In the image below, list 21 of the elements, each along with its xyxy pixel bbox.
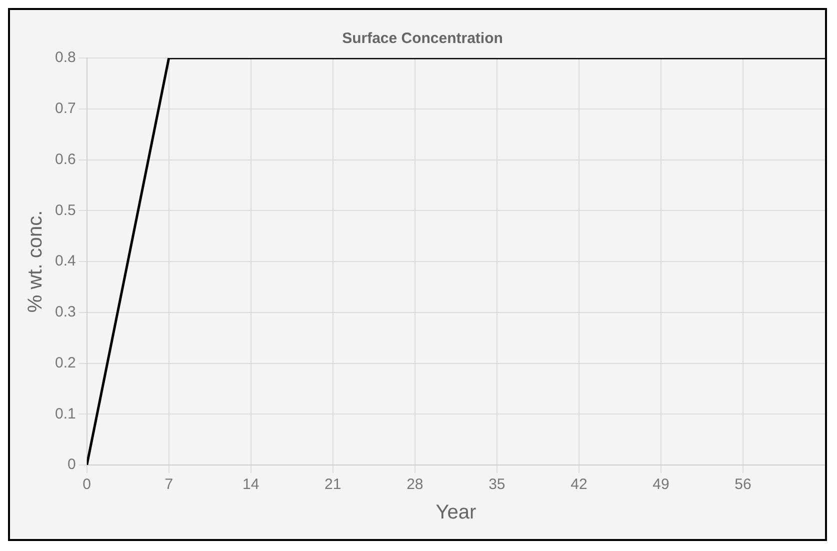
y-tick-label: 0.5 — [54, 202, 76, 219]
y-tick-label: 0 — [68, 456, 76, 474]
x-tick-label: 21 — [324, 476, 342, 494]
chart-title: Surface Concentration — [342, 30, 503, 48]
y-tick-label: 0.6 — [54, 150, 76, 168]
x-tick-label: 56 — [734, 476, 752, 494]
y-tick-label: 0.7 — [54, 100, 76, 118]
y-tick-label: 0.8 — [54, 49, 76, 66]
y-tick-label: 0.2 — [54, 354, 76, 372]
y-tick-label: 0.4 — [54, 252, 76, 270]
x-tick-label: 42 — [570, 476, 588, 494]
x-tick-label: 28 — [406, 476, 424, 494]
x-tick-label: 7 — [164, 476, 174, 494]
x-tick-label: 49 — [652, 476, 670, 494]
x-axis-title: Year — [436, 502, 476, 524]
x-tick-label: 14 — [242, 476, 260, 494]
y-axis-title: % wt. conc. — [24, 210, 47, 313]
x-tick-label: 35 — [488, 476, 506, 494]
x-tick-label: 0 — [82, 476, 92, 494]
y-tick-label: 0.1 — [54, 405, 76, 422]
y-tick-label: 0.3 — [54, 304, 76, 321]
